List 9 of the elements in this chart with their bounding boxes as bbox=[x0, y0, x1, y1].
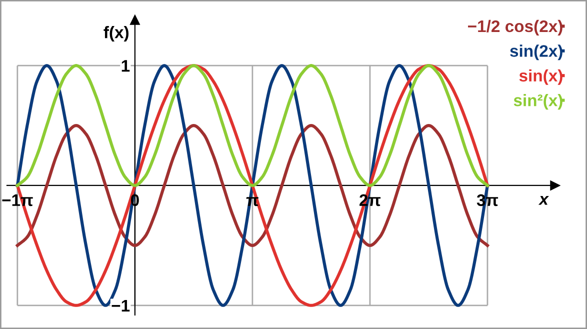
y-axis-title: f(x) bbox=[104, 26, 128, 42]
legend-label: sin(x) bbox=[519, 69, 562, 85]
legend-label: −1/2 cos(2x) bbox=[468, 20, 562, 36]
legend-label: sin²(x) bbox=[514, 94, 562, 110]
x-tick-label: 0 bbox=[130, 194, 139, 206]
legend-label: sin(2x) bbox=[510, 44, 562, 60]
x-axis-title: x bbox=[538, 196, 549, 205]
y-tick-label: −1 bbox=[112, 300, 130, 312]
y-tick-label: 1 bbox=[122, 60, 130, 72]
